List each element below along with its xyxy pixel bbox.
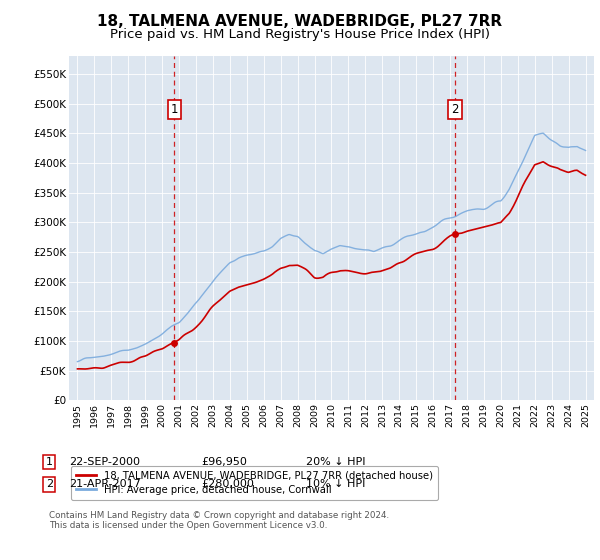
Text: 10% ↓ HPI: 10% ↓ HPI bbox=[306, 479, 365, 489]
Text: 2: 2 bbox=[451, 103, 459, 116]
Legend: 18, TALMENA AVENUE, WADEBRIDGE, PL27 7RR (detached house), HPI: Average price, d: 18, TALMENA AVENUE, WADEBRIDGE, PL27 7RR… bbox=[71, 466, 439, 500]
Text: Contains HM Land Registry data © Crown copyright and database right 2024.
This d: Contains HM Land Registry data © Crown c… bbox=[49, 511, 389, 530]
Text: Price paid vs. HM Land Registry's House Price Index (HPI): Price paid vs. HM Land Registry's House … bbox=[110, 28, 490, 41]
Text: 21-APR-2017: 21-APR-2017 bbox=[69, 479, 141, 489]
Text: 1: 1 bbox=[46, 457, 53, 467]
Text: 18, TALMENA AVENUE, WADEBRIDGE, PL27 7RR: 18, TALMENA AVENUE, WADEBRIDGE, PL27 7RR bbox=[97, 14, 503, 29]
Text: 20% ↓ HPI: 20% ↓ HPI bbox=[306, 457, 365, 467]
Text: 2: 2 bbox=[46, 479, 53, 489]
Text: £96,950: £96,950 bbox=[201, 457, 247, 467]
Text: £280,000: £280,000 bbox=[201, 479, 254, 489]
Text: 1: 1 bbox=[170, 103, 178, 116]
Text: 22-SEP-2000: 22-SEP-2000 bbox=[69, 457, 140, 467]
